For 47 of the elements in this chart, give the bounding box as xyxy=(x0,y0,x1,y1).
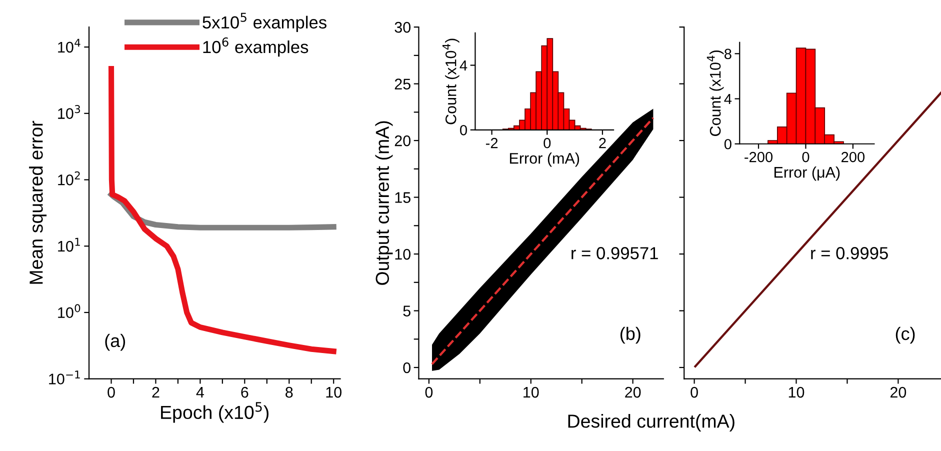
legend-label: 10$^{6}$ examples xyxy=(203,37,308,57)
y-tick-label: 8 xyxy=(724,48,732,60)
x-tick-label: 0 xyxy=(802,152,810,162)
annotation: (a) xyxy=(105,334,126,351)
x-tick-label: 20 xyxy=(890,386,906,398)
y-tick-label: 5 xyxy=(403,306,410,316)
x-tick-label: 10 xyxy=(524,386,539,398)
y-axis-title: Count (x10$^{4}$) xyxy=(706,50,724,136)
x-tick-label: 0 xyxy=(108,386,115,398)
x-tick-label: -200 xyxy=(744,152,773,162)
y-tick-label: 15 xyxy=(395,192,410,203)
x-tick-label: 10 xyxy=(788,386,804,398)
x-tick-label: 20 xyxy=(625,386,641,398)
x-tick-label: 200 xyxy=(842,152,865,162)
x-axis-title: Error (μA) xyxy=(774,166,840,181)
annotation: (c) xyxy=(896,326,915,344)
y-tick-label: 25 xyxy=(394,78,410,90)
x-tick-label: 0 xyxy=(425,386,433,398)
y-tick-label: 10$^{−1}$ xyxy=(49,370,80,384)
y-tick-label: 10$^{1}$ xyxy=(58,238,80,252)
x-axis-title: Epoch (x10$^{5}$) xyxy=(161,402,268,423)
y-tick-label: 10$^{3}$ xyxy=(58,105,80,119)
x-tick-label: 2 xyxy=(599,138,606,148)
y-tick-label: 0 xyxy=(403,362,411,374)
x-tick-label: 4 xyxy=(196,387,204,398)
annotation: r = 0.9995 xyxy=(811,247,888,260)
y-tick-label: 10$^{4}$ xyxy=(58,38,80,53)
annotation: r = 0.99571 xyxy=(572,247,658,260)
y-tick-label: 10$^{2}$ xyxy=(58,171,80,186)
x-tick-label: 6 xyxy=(241,386,248,398)
y-axis-title: Output current (mA) xyxy=(375,121,393,285)
y-tick-label: 30 xyxy=(394,22,411,33)
y-tick-label: 10$^{0}$ xyxy=(58,304,80,318)
x-tick-label: -2 xyxy=(486,138,498,148)
x-tick-label: 10 xyxy=(326,386,342,398)
legend-label: 5x10$^{5}$ examples xyxy=(202,12,326,32)
x-tick-label: 2 xyxy=(152,386,160,398)
x-axis-title: Desired current(mA) xyxy=(568,414,734,432)
x-tick-label: 8 xyxy=(286,386,293,398)
x-tick-label: 0 xyxy=(544,138,551,148)
y-axis-title: Count (x10$^{4}$) xyxy=(442,38,460,124)
x-tick-label: 0 xyxy=(690,386,698,398)
y-tick-label: 10 xyxy=(395,248,411,260)
y-tick-label: 4 xyxy=(724,94,732,104)
x-axis-title: Error (mA) xyxy=(510,152,580,167)
y-axis-title: Mean squared error xyxy=(29,120,47,284)
annotation: (b) xyxy=(620,326,640,344)
